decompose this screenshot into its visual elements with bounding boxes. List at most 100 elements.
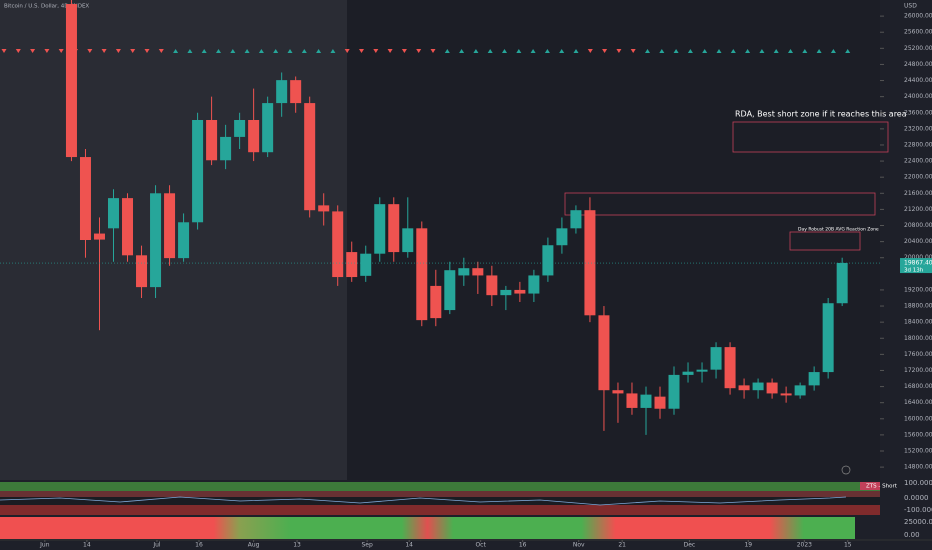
signal: [602, 49, 608, 53]
candle-body: [752, 382, 764, 391]
signal-row: [1, 49, 851, 53]
signal: [573, 49, 579, 53]
candle-body: [794, 385, 806, 396]
candle-body: [360, 253, 372, 276]
candle-body: [346, 252, 358, 278]
signal: [1, 49, 7, 53]
candle-body: [668, 374, 680, 409]
candle-body: [486, 275, 498, 296]
candle-body: [248, 120, 260, 153]
candle-body: [430, 285, 442, 319]
y-tick-label: 15600.00: [904, 431, 932, 438]
y-tick-label: 16400.00: [904, 399, 932, 406]
candle-body: [556, 228, 568, 246]
signal: [788, 49, 793, 53]
last-price-bg: [900, 258, 932, 274]
y-tick-label: 25200.00: [904, 45, 932, 52]
y-tick-label: 23200.00: [904, 125, 932, 132]
candle-body: [724, 347, 736, 389]
signal: [587, 49, 593, 53]
candle-body: [108, 198, 120, 229]
candle-body: [500, 289, 512, 296]
y-tick-label: 22000.00: [904, 174, 932, 181]
y-tick-label: 21200.00: [904, 206, 932, 213]
settings-icon[interactable]: [841, 465, 851, 475]
vol-tick: 25000.00: [904, 518, 932, 526]
signal: [87, 49, 93, 53]
x-tick-label: Jul: [152, 542, 161, 549]
signal: [430, 49, 436, 53]
signal: [802, 49, 808, 53]
annotation: RDA, Best short zone if it reaches this …: [735, 110, 907, 119]
x-tick-label: 15: [844, 542, 852, 549]
y-tick-label: 16800.00: [904, 383, 932, 390]
candle-body: [766, 382, 778, 394]
signal: [330, 49, 336, 53]
signal: [115, 49, 121, 53]
signal: [816, 49, 822, 53]
x-tick-label: Aug: [248, 542, 260, 549]
candle-body: [234, 120, 246, 137]
signal: [459, 49, 465, 53]
candle-body: [710, 347, 722, 370]
y-tick-label: 17200.00: [904, 367, 932, 374]
signal: [173, 49, 179, 53]
candle-body: [444, 270, 456, 311]
signal: [401, 49, 407, 53]
candle-body: [402, 228, 414, 253]
countdown: 3d 13h: [904, 268, 924, 274]
x-tick-label: 13: [293, 542, 301, 549]
signal: [773, 49, 779, 53]
candle-body: [290, 80, 302, 104]
x-tick-label: 16: [195, 542, 203, 549]
volume-band: [0, 517, 855, 539]
x-tick-label: 14: [405, 542, 413, 549]
candle-body: [164, 193, 176, 259]
y-tick-label: 19200.00: [904, 286, 932, 293]
y-tick-label: 18000.00: [904, 335, 932, 342]
signal: [130, 49, 136, 53]
y-tick-label: 24000.00: [904, 93, 932, 100]
candle-body: [220, 136, 232, 161]
zone-box: [732, 121, 889, 153]
signal: [630, 49, 636, 53]
signal: [702, 49, 708, 53]
signal: [44, 49, 50, 53]
x-tick-label: Nov: [573, 542, 585, 549]
candle-body: [262, 103, 274, 153]
candle-body: [598, 315, 610, 391]
osc-line: [0, 496, 847, 506]
signal: [487, 49, 493, 53]
candle-body: [514, 289, 526, 294]
y-tick-label: 15200.00: [904, 448, 932, 455]
osc-band: [0, 491, 880, 497]
candle-body: [374, 204, 386, 254]
signal: [473, 49, 479, 53]
candle-body: [738, 385, 750, 391]
y-tick-label: 20400.00: [904, 238, 932, 245]
signal: [344, 49, 350, 53]
candle-body: [136, 255, 148, 288]
signal: [230, 49, 236, 53]
candle-body: [682, 371, 694, 375]
candle-body: [808, 372, 820, 386]
candle-body: [388, 204, 400, 253]
signal: [516, 49, 522, 53]
candle-body: [626, 393, 638, 408]
osc-tick: -100.0000: [904, 506, 932, 514]
y-tick-label: 24400.00: [904, 77, 932, 84]
signal: [544, 49, 550, 53]
zone-box: [789, 231, 861, 251]
signal: [687, 49, 693, 53]
candle-body: [276, 80, 288, 104]
x-tick-label: Dec: [684, 542, 696, 549]
osc-tick: 100.0000: [904, 479, 932, 487]
y-tick-label: 20800.00: [904, 222, 932, 229]
candle-body: [542, 245, 554, 276]
candle-body: [472, 268, 484, 276]
chart-title: Bitcoin / U.S. Dollar, 4D, INDEX: [4, 4, 89, 10]
x-tick-label: 2023: [797, 542, 812, 549]
y-tick-label: 22800.00: [904, 141, 932, 148]
x-tick-label: 21: [618, 542, 626, 549]
